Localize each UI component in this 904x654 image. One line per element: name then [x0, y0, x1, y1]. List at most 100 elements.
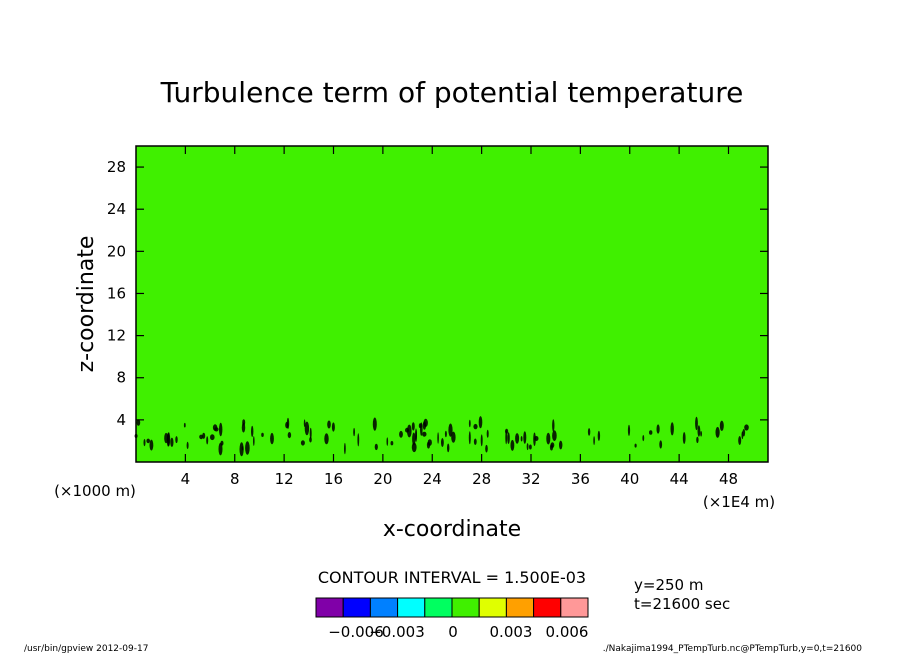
chart-title: Turbulence term of potential temperature [160, 76, 744, 109]
x-tick-label: 4 [181, 470, 191, 488]
contour-cell [405, 427, 409, 433]
y-axis-unit: (×1000 m) [54, 482, 136, 500]
contour-cell [241, 422, 246, 433]
contour-cell [390, 441, 394, 446]
y-tick-label: 28 [107, 158, 126, 176]
contour-cell [214, 427, 219, 432]
contour-cell [303, 419, 306, 428]
contour-cell [386, 437, 389, 446]
colorbar-cell [397, 597, 426, 618]
contour-cell [447, 443, 450, 453]
contour-cell [742, 429, 746, 437]
x-tick-label: 44 [670, 470, 689, 488]
colorbar-tick-label: 0.006 [546, 623, 589, 641]
x-tick-label: 32 [521, 470, 540, 488]
contour-cell [149, 439, 154, 451]
contour-cell [300, 440, 305, 446]
contour-interval: CONTOUR INTERVAL = 1.500E-03 [318, 568, 586, 587]
info-y: y=250 m [634, 576, 703, 594]
colorbar-tick-label: −0.006 [328, 623, 384, 641]
y-axis-label: z-coordinate [74, 236, 99, 373]
contour-cell [411, 442, 417, 453]
contour-cell [473, 423, 478, 430]
contour-cell [695, 416, 698, 431]
contour-cell [418, 423, 422, 429]
contour-cell [515, 433, 520, 444]
contour-cell [697, 425, 701, 437]
y-tick-label: 12 [107, 327, 126, 345]
contour-cell [738, 436, 742, 445]
contour-cell [505, 428, 509, 434]
contour-cell [239, 442, 244, 457]
contour-cell [478, 416, 483, 429]
colorbar-cell [315, 597, 344, 618]
contour-cell [719, 420, 724, 431]
x-tick-label: 12 [275, 470, 294, 488]
colorbar-cell [451, 597, 480, 618]
x-tick-label: 16 [324, 470, 343, 488]
contour-cell [253, 436, 255, 446]
contour-cell [659, 440, 663, 449]
x-axis-ticks: 4 8 12 16 20 24 28 32 36 40 44 48 [181, 146, 738, 488]
contour-cell [480, 434, 483, 447]
contour-cell [324, 433, 329, 445]
contour-cell [529, 444, 532, 450]
contour-cell [505, 430, 508, 445]
footer-left: /usr/bin/gpview 2012-09-17 [24, 644, 148, 654]
y-tick-label: 16 [107, 284, 126, 302]
contour-cell [700, 431, 702, 437]
contour-cell [715, 426, 720, 438]
contour-cell [287, 432, 292, 439]
contour-cell [166, 432, 170, 447]
contour-cell [218, 442, 223, 456]
contour-cell [642, 435, 645, 442]
contour-cell [744, 424, 749, 431]
contour-cell [399, 430, 403, 438]
contour-cell [372, 417, 377, 431]
contour-cell [309, 436, 312, 443]
contour-cell [468, 419, 471, 428]
colorbar-tick-label: 0 [448, 623, 458, 641]
colorbar-cell [478, 597, 507, 618]
contour-cell [507, 432, 510, 444]
contour-cell [523, 431, 527, 444]
colorbar-cell [342, 597, 371, 618]
x-tick-label: 24 [423, 470, 442, 488]
contour-cell [597, 430, 601, 441]
contour-cell [331, 422, 335, 432]
contour-cell [656, 424, 660, 434]
colorbar-tick-label: 0.003 [490, 623, 533, 641]
contour-cell [183, 422, 186, 428]
colorbar-cell [369, 597, 399, 618]
contour-cell [357, 433, 360, 447]
contour-cell [448, 423, 453, 437]
contour-cell [534, 436, 539, 441]
contour-cells [134, 416, 749, 457]
contour-cell [309, 427, 312, 439]
contour-cell [286, 417, 290, 429]
contour-cell [593, 436, 595, 446]
x-tick-label: 48 [719, 470, 738, 488]
y-tick-label: 20 [107, 242, 126, 260]
contour-cell [412, 432, 416, 446]
contour-cell [327, 420, 331, 429]
contour-cell [175, 436, 178, 444]
y-tick-label: 8 [116, 369, 126, 387]
contour-cell [526, 443, 529, 451]
y-tick-label: 4 [116, 411, 126, 429]
contour-cell [270, 432, 274, 445]
contour-cell [473, 438, 477, 445]
plot-frame [135, 145, 769, 463]
x-tick-label: 36 [571, 470, 590, 488]
x-axis-label: x-coordinate [383, 517, 521, 542]
contour-cell [670, 422, 674, 436]
contour-cell [634, 443, 637, 448]
contour-cell [559, 440, 563, 450]
contour-cell [422, 431, 427, 437]
y-tick-label: 24 [107, 200, 126, 218]
contour-cell [649, 430, 653, 435]
contour-cell [441, 438, 444, 447]
contour-cell [219, 422, 223, 437]
